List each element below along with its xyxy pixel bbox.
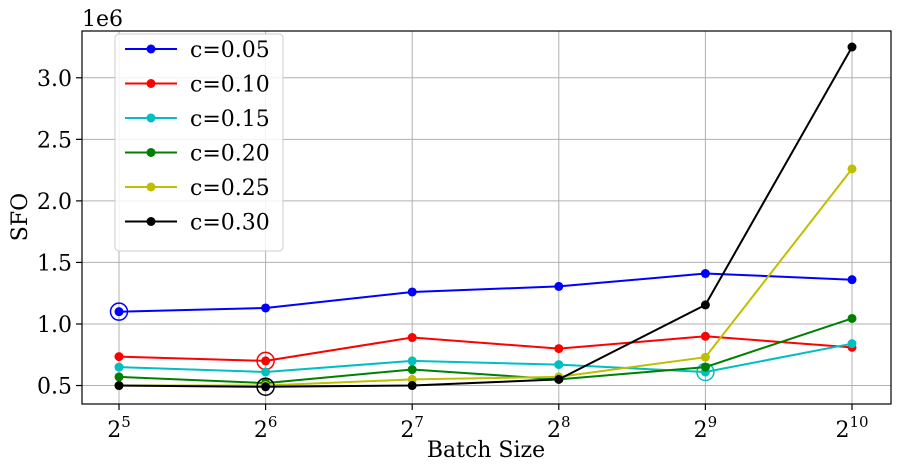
y-tick-label: 1.0 — [37, 313, 72, 338]
data-point — [407, 287, 417, 297]
legend-label: c=0.20 — [190, 142, 270, 167]
data-point — [554, 374, 564, 384]
x-tick-label: 26 — [254, 413, 278, 443]
data-point — [700, 300, 710, 310]
legend-entry: c=0.05 — [125, 38, 270, 63]
data-point — [114, 307, 124, 317]
legend-entry: c=0.10 — [125, 73, 270, 98]
ticks: 25 26 27 28 29 210 0.5 1.0 1.5 2.0 2.5 3.0 — [37, 67, 869, 443]
x-tick-label: 28 — [547, 413, 571, 443]
data-point — [407, 356, 417, 366]
x-tick-label: 29 — [694, 413, 718, 443]
data-point — [261, 303, 271, 313]
series-line — [118, 46, 853, 388]
x-tick-label: 27 — [400, 413, 424, 443]
series-c=0.30 — [114, 42, 857, 397]
legend-entry: c=0.15 — [125, 107, 270, 132]
data-point — [407, 333, 417, 343]
legend-label: c=0.10 — [190, 73, 270, 98]
data-point — [407, 374, 417, 384]
offset-text: 1e6 — [82, 7, 123, 32]
legend-marker — [146, 44, 156, 54]
legend-marker — [146, 217, 156, 226]
data-point — [847, 313, 857, 323]
data-point — [554, 344, 564, 354]
legend-box — [114, 33, 284, 252]
y-tick-label: 1.5 — [37, 251, 72, 276]
legend-entry: c=0.30 — [125, 211, 270, 236]
series-line — [118, 272, 853, 313]
y-tick-label: 0.5 — [37, 375, 72, 400]
series-line — [118, 342, 853, 374]
data-point — [407, 365, 417, 375]
legend-marker — [146, 182, 156, 192]
x-axis-label: Batch Size — [427, 438, 545, 463]
legend-label: c=0.30 — [190, 211, 270, 236]
highlight-ring — [109, 302, 129, 321]
data-point — [554, 281, 564, 291]
data-point — [847, 164, 857, 174]
data-point — [261, 367, 271, 377]
legend-marker — [146, 79, 156, 88]
data-point — [847, 275, 857, 285]
x-tick-label: 25 — [107, 413, 131, 443]
data-point — [114, 381, 124, 391]
data-point — [114, 352, 124, 362]
data-point — [700, 269, 710, 279]
series-line — [119, 168, 853, 387]
series-line — [118, 317, 853, 385]
data-point — [554, 360, 564, 370]
series-c=0.10 — [114, 331, 857, 371]
legend-label: c=0.25 — [190, 176, 270, 201]
y-tick-label: 2.5 — [37, 128, 72, 153]
data-point — [847, 339, 857, 349]
series-line — [118, 335, 853, 362]
y-axis-label: SFO — [8, 193, 33, 241]
data-point — [261, 382, 271, 392]
data-point — [261, 356, 271, 366]
data-point — [700, 362, 710, 372]
plot-frame — [81, 30, 892, 405]
data-point — [114, 372, 124, 382]
data-point — [847, 42, 857, 52]
data-point — [700, 331, 710, 341]
data-point — [407, 381, 417, 391]
legend-marker — [146, 148, 156, 157]
data-point — [700, 352, 710, 362]
legend-marker — [146, 113, 156, 123]
x-tick-label: 210 — [835, 413, 868, 443]
y-tick-label: 2.0 — [37, 190, 72, 215]
series-c=0.05 — [109, 269, 857, 321]
y-tick-label: 3.0 — [37, 67, 72, 92]
legend: c=0.05 c=0.10 c=0.15 c=0.20 c=0.25 c=0.30 — [114, 33, 284, 252]
highlight-ring — [256, 377, 275, 397]
series-layer — [109, 42, 857, 397]
data-point — [114, 362, 124, 372]
legend-label: c=0.05 — [190, 38, 270, 63]
legend-entry: c=0.20 — [125, 142, 270, 167]
series-c=0.20 — [114, 313, 857, 388]
legend-label: c=0.15 — [190, 107, 270, 132]
legend-entry: c=0.25 — [125, 176, 270, 201]
